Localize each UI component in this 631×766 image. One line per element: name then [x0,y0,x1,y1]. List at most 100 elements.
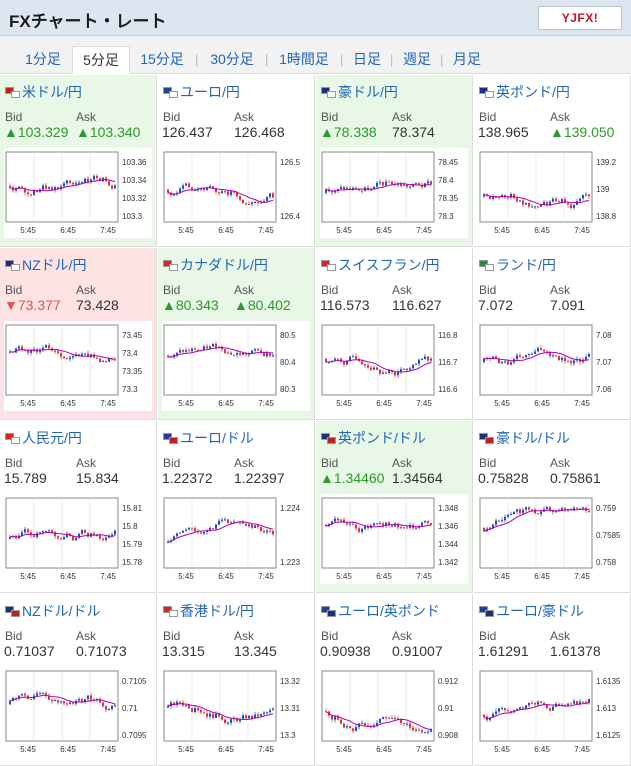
candlestick-chart[interactable]: 15.81 15.8 15.79 15.78 5:45 6:45 7:45 [4,494,152,584]
candle-body [206,187,208,190]
y-tick-label: 13.31 [280,704,301,713]
candlestick-chart[interactable]: 126.5 126.4 5:45 6:45 7:45 [162,148,310,238]
y-tick-label: 73.4 [122,349,138,358]
tab-15min[interactable]: 15分足 [140,51,184,67]
x-tick-label: 6:45 [376,226,392,235]
pair-link[interactable]: 英ポンド/円 [479,82,570,102]
pair-link[interactable]: ユーロ/豪ドル [479,601,584,621]
pair-link[interactable]: ランド/円 [479,255,556,275]
candlestick-chart[interactable]: 78.45 78.4 78.35 78.3 5:45 6:45 7:45 [320,148,468,238]
pair-link[interactable]: NZドル/円 [5,255,87,275]
pair-link[interactable]: 英ポンド/ドル [321,428,426,448]
candlestick-chart[interactable]: 13.32 13.31 13.3 5:45 6:45 7:45 [162,667,310,757]
ask-label: Ask [550,110,571,124]
candlestick-chart[interactable]: 0.759 0.7585 0.758 5:45 6:45 7:45 [478,494,626,584]
ask-label: Ask [392,456,413,470]
ask-value: 78.374 [392,124,435,140]
candle-body [498,359,500,364]
yjfx-logo[interactable]: YJFX! [538,6,622,30]
x-tick-label: 5:45 [178,399,194,408]
pair-link[interactable]: 香港ドル/円 [163,601,254,621]
candle-body [230,522,232,524]
candlestick-chart[interactable]: 73.45 73.4 73.35 73.3 5:45 6:45 7:45 [4,321,152,411]
candle-body [105,537,107,540]
candle-body [412,183,414,187]
candle-body [540,204,542,207]
ask-value: 73.428 [76,297,119,313]
tab-1hour[interactable]: 1時間足 [279,51,329,67]
moving-average-line [483,702,590,719]
candle-body [364,526,366,529]
candle-body [179,350,181,353]
candle-body [355,524,357,529]
bid-label: Bid [163,629,181,643]
candlestick-chart[interactable]: 116.8 116.7 116.6 5:45 6:45 7:45 [320,321,468,411]
candle-body [272,530,274,535]
candle-body [90,179,92,182]
pair-name: カナダドル/円 [180,257,268,273]
candle-body [263,351,265,357]
candle-body [528,353,530,355]
tab-weekly[interactable]: 週足 [403,51,431,67]
candlestick-chart[interactable]: 80.5 80.4 80.3 5:45 6:45 7:45 [162,321,310,411]
pair-link[interactable]: 豪ドル/ドル [479,428,570,448]
candle-body [343,519,345,523]
x-tick-label: 7:45 [258,399,274,408]
candle-body [173,702,175,705]
candle-body [528,202,530,207]
candle-body [60,186,62,189]
candle-body [337,716,339,720]
candle-body [519,509,521,514]
candle-body [197,189,199,191]
pair-link[interactable]: カナダドル/円 [163,255,268,275]
candlestick-chart[interactable]: 103.36 103.34 103.32 103.3 5:45 6:45 7:45 [4,148,152,238]
tab-30min[interactable]: 30分足 [210,51,254,67]
candlestick-chart[interactable]: 0.7105 0.71 0.7095 5:45 6:45 7:45 [4,667,152,757]
tab-monthly[interactable]: 月足 [453,51,481,67]
candlestick-chart[interactable]: 139.2 139 138.8 5:45 6:45 7:45 [478,148,626,238]
pair-link[interactable]: 人民元/円 [5,428,82,448]
pair-link[interactable]: ユーロ/ドル [163,428,254,448]
rate-cell: ユーロ/英ポンド Bid Ask 0.90938 0.91007 0.912 0.91 0.9… [316,594,473,766]
candle-body [567,703,569,707]
candle-body [63,537,65,540]
tab-5min[interactable]: 5分足 [72,46,130,74]
pair-link[interactable]: ユーロ/英ポンド [321,601,440,621]
pair-name: ランド/円 [496,257,556,273]
candle-body [376,367,378,370]
pair-link[interactable]: 米ドル/円 [5,82,82,102]
x-tick-label: 5:45 [494,226,510,235]
candle-body [379,182,381,184]
candle-body [69,357,71,360]
y-tick-label: 7.07 [596,358,612,367]
candlestick-chart[interactable]: 7.08 7.07 7.06 5:45 6:45 7:45 [478,321,626,411]
y-tick-label: 1.346 [438,522,459,531]
candle-body [400,369,402,373]
candle-body [555,511,557,513]
x-tick-label: 7:45 [416,572,432,581]
candle-body [424,521,426,523]
tab-1min[interactable]: 1分足 [25,51,61,67]
candle-body [215,713,217,718]
candle-body [364,722,366,726]
candle-body [99,178,101,182]
tab-daily[interactable]: 日足 [353,51,381,67]
candlestick-chart[interactable]: 1.6135 1.613 1.6125 5:45 6:45 7:45 [478,667,626,757]
candle-body [346,726,348,728]
y-tick-label: 78.45 [438,158,459,167]
candle-body [236,192,238,197]
candle-body [504,708,506,711]
pair-link[interactable]: ユーロ/円 [163,82,240,102]
pair-link[interactable]: 豪ドル/円 [321,82,398,102]
pair-link[interactable]: スイスフラン/円 [321,255,439,275]
candle-body [167,189,169,193]
candle-body [194,189,196,191]
candle-body [549,708,551,711]
candle-body [522,200,524,205]
candlestick-chart[interactable]: 1.348 1.346 1.344 1.342 5:45 6:45 7:45 [320,494,468,584]
candlestick-chart[interactable]: 1.224 1.223 5:45 6:45 7:45 [162,494,310,584]
candle-body [167,706,169,708]
candlestick-chart[interactable]: 0.912 0.91 0.908 5:45 6:45 7:45 [320,667,468,757]
candle-body [221,519,223,521]
pair-link[interactable]: NZドル/ドル [5,601,101,621]
